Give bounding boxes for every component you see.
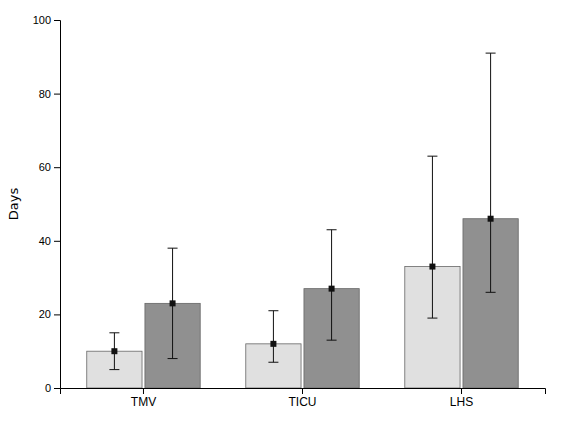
- x-tick: LHS: [450, 388, 473, 409]
- error-bar-cap-upper: [427, 156, 437, 157]
- y-tick: 40: [39, 235, 60, 247]
- marks: [87, 53, 518, 388]
- y-tick: 60: [39, 161, 60, 173]
- y-tick-label: 100: [33, 14, 51, 26]
- y-axis-title: Days: [6, 188, 21, 221]
- x-tick: TICU: [289, 388, 317, 409]
- y-tick-mark: [54, 20, 60, 21]
- error-bar-cap-lower: [109, 369, 119, 370]
- error-bar-stem: [432, 156, 433, 318]
- y-tick-label: 20: [39, 308, 51, 320]
- x-tick-label: LHS: [450, 395, 473, 409]
- error-bar-cap-upper: [327, 229, 337, 230]
- marker: [270, 341, 276, 347]
- error-bar-cap-lower: [168, 358, 178, 359]
- y-tick-mark: [54, 167, 60, 168]
- y-tick-label: 60: [39, 161, 51, 173]
- x-axis: TMV TICU LHS: [61, 388, 546, 409]
- y-axis: 0 20 40 60 80 100: [33, 14, 61, 394]
- y-tick: 80: [39, 88, 60, 100]
- x-tick-mark: [302, 388, 303, 394]
- x-tick-mark: [143, 388, 144, 394]
- error-bar-stem: [331, 230, 332, 340]
- series: [87, 156, 460, 388]
- series: [145, 53, 518, 388]
- error-bar-cap-upper: [109, 332, 119, 333]
- y-tick: 20: [39, 308, 60, 320]
- x-tick: TMV: [131, 388, 156, 409]
- y-tick-mark: [54, 241, 60, 242]
- error-bar-cap-lower: [427, 318, 437, 319]
- plot: 0 20 40 60 80 100 TMV TICU LHS: [33, 14, 546, 409]
- y-tick-label: 40: [39, 235, 51, 247]
- marker: [429, 264, 435, 270]
- y-tick-mark: [54, 314, 60, 315]
- error-bar: [327, 230, 337, 340]
- error-bar: [168, 248, 178, 358]
- error-bar: [268, 311, 278, 363]
- marker: [329, 286, 335, 292]
- x-axis-line: [61, 389, 546, 395]
- y-tick: 0: [45, 382, 60, 394]
- x-tick-mark: [461, 388, 462, 394]
- y-tick-mark: [54, 388, 60, 389]
- error-bar-cap-upper: [168, 248, 178, 249]
- y-axis-line: [54, 21, 61, 389]
- x-tick-label: TMV: [131, 395, 156, 409]
- error-bar-cap-upper: [268, 310, 278, 311]
- y-tick-label: 0: [45, 382, 51, 394]
- x-tick-label: TICU: [289, 395, 317, 409]
- y-tick: 100: [33, 14, 60, 26]
- error-bar-stem: [490, 53, 491, 292]
- error-bar: [109, 333, 119, 370]
- y-tick-mark: [54, 94, 60, 95]
- error-bar-cap-lower: [327, 340, 337, 341]
- error-bar-cap-lower: [486, 292, 496, 293]
- error-bar: [486, 53, 496, 292]
- error-bar-cap-upper: [486, 53, 496, 54]
- chart: 0 20 40 60 80 100 TMV TICU LHS Days: [0, 0, 565, 428]
- marker: [488, 216, 494, 222]
- marker: [111, 348, 117, 354]
- y-tick-label: 80: [39, 88, 51, 100]
- error-bar-stem: [273, 311, 274, 363]
- marker: [170, 300, 176, 306]
- error-bar: [427, 156, 437, 318]
- error-bar-cap-lower: [268, 362, 278, 363]
